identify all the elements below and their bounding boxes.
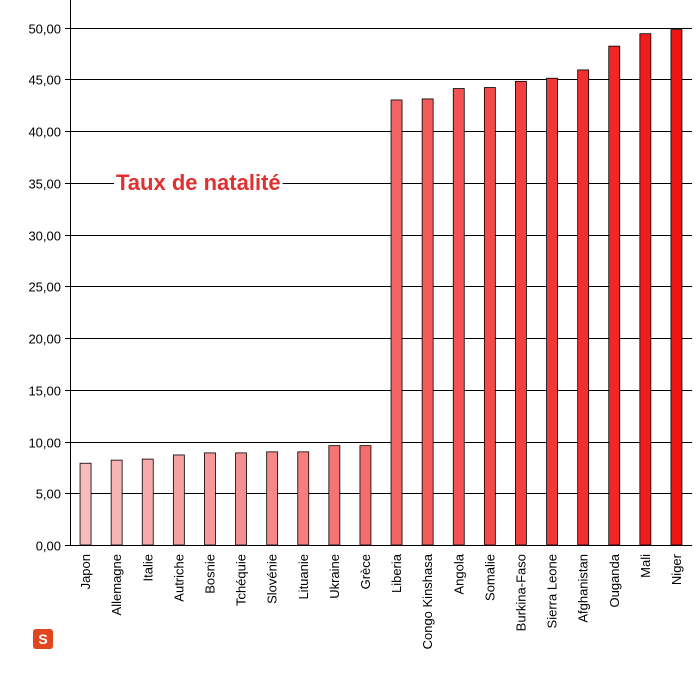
bar xyxy=(141,458,154,546)
bar xyxy=(297,451,310,546)
bar xyxy=(608,45,621,546)
x-tick-label: Mali xyxy=(638,554,653,578)
bar xyxy=(390,99,403,546)
bar xyxy=(546,77,558,546)
bar xyxy=(204,452,216,546)
x-tick-label: Sierra Leone xyxy=(545,554,560,628)
x-axis-labels: Japon Allemagne Italie Autriche Bosnie Tchéqu… xyxy=(78,553,684,649)
x-tick-label: Niger xyxy=(669,553,684,585)
x-tick-label: Angola xyxy=(451,553,466,594)
x-tick-label: Congo Kinshasa xyxy=(420,553,435,649)
x-tick-label: Tchéquie xyxy=(234,554,249,606)
chart-title: Taux de natalité xyxy=(116,170,281,195)
x-tick-label: Japon xyxy=(78,554,93,589)
bar xyxy=(266,451,279,546)
x-tick-label: Lituanie xyxy=(296,554,311,600)
y-tick-label: 35,00 xyxy=(28,177,61,192)
bar xyxy=(235,452,247,546)
y-tick-label: 25,00 xyxy=(28,280,61,295)
y-tick-label: 20,00 xyxy=(28,332,61,347)
s-logo-icon: S xyxy=(33,629,53,649)
x-tick-label: Slovénie xyxy=(265,554,280,604)
chart-title-background xyxy=(114,172,283,193)
y-tick-label: 5,00 xyxy=(36,487,61,502)
x-tick-label: Grèce xyxy=(358,554,373,589)
bar xyxy=(79,462,92,546)
x-tick-label: Ouganda xyxy=(607,553,622,607)
bar xyxy=(577,69,590,546)
x-tick-label: Burkina-Faso xyxy=(513,554,528,631)
bar xyxy=(110,459,123,546)
bar xyxy=(639,33,652,546)
x-tick-label: Somalie xyxy=(482,554,497,601)
y-tick-label: 40,00 xyxy=(28,125,61,140)
bar xyxy=(483,87,496,546)
bar xyxy=(452,88,465,546)
y-tick-label: 10,00 xyxy=(28,436,61,451)
bar xyxy=(172,454,185,546)
bar xyxy=(359,445,372,546)
y-tick-label: 50,00 xyxy=(28,22,61,37)
gridlines xyxy=(70,28,692,546)
y-tick-label: 30,00 xyxy=(28,229,61,244)
x-tick-label: Allemagne xyxy=(109,554,124,615)
y-tick-label: 15,00 xyxy=(28,384,61,399)
bar xyxy=(515,80,527,546)
y-axis-ticks: 0,00 5,00 10,00 15,00 20,00 25,00 30,00 35,00 40… xyxy=(28,22,70,554)
bar xyxy=(421,98,434,546)
x-tick-label: Afghanistan xyxy=(576,554,591,623)
x-tick-label: Autriche xyxy=(171,554,186,602)
x-tick-label: Ukraine xyxy=(327,554,342,599)
bars xyxy=(79,29,683,546)
x-tick-label: Liberia xyxy=(389,553,404,593)
bar xyxy=(670,29,683,546)
y-tick-label: 0,00 xyxy=(36,539,61,554)
x-tick-label: Bosnie xyxy=(202,554,217,594)
y-tick-label: 45,00 xyxy=(28,73,61,88)
x-tick-label: Italie xyxy=(140,554,155,581)
bar xyxy=(328,445,341,546)
